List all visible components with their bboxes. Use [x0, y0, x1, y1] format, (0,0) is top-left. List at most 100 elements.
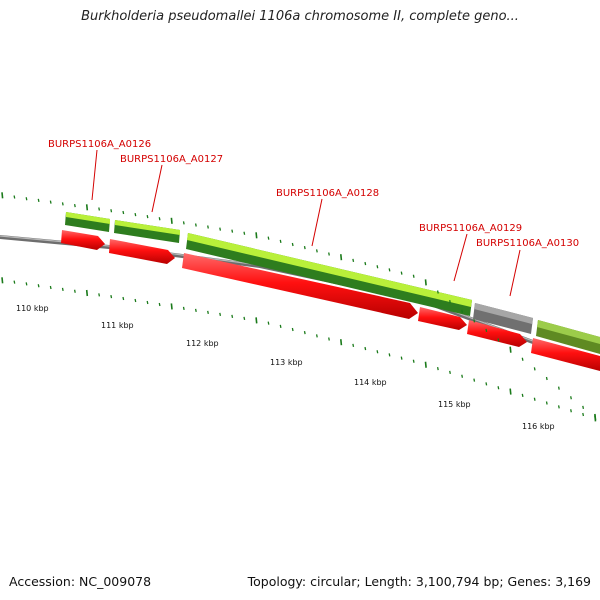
upper-tick	[255, 232, 258, 239]
kbp-label-116: 116 kbp	[522, 422, 555, 431]
cds-arrow-a0128[interactable]	[182, 253, 418, 319]
gene-bar-a0127-light	[115, 220, 180, 235]
lower-tick	[85, 289, 89, 297]
upper-tick	[73, 203, 76, 208]
lower-tick	[570, 409, 572, 413]
upper-tick	[449, 299, 451, 304]
upper-tick	[85, 204, 89, 211]
lower-tick	[412, 359, 415, 363]
cds-arrow-a0127[interactable]	[109, 239, 175, 264]
lower-tick	[533, 397, 536, 401]
gene-label-a0128[interactable]: BURPS1106A_A0128	[276, 188, 379, 199]
upper-tick	[37, 198, 40, 203]
upper-tick	[61, 202, 64, 206]
upper-tick-row	[1, 192, 597, 421]
upper-tick	[533, 367, 536, 371]
kbp-label-112: 112 kbp	[186, 339, 219, 348]
upper-tick	[473, 319, 476, 323]
leader-a0130	[509, 249, 521, 297]
lower-tick	[194, 308, 197, 313]
accession-text: Accession: NC_009078	[9, 574, 152, 589]
gene-bar-a0126-light	[66, 212, 110, 224]
lower-tick	[291, 327, 294, 332]
cds-arrow-a0129[interactable]	[418, 307, 467, 330]
upper-tick	[110, 209, 113, 213]
upper-tick	[328, 252, 330, 256]
upper-tick	[582, 405, 585, 409]
lower-tick	[303, 331, 306, 335]
upper-tick	[231, 229, 234, 233]
lower-tick	[243, 316, 246, 320]
lower-tick	[158, 302, 161, 307]
upper-tick	[291, 242, 294, 247]
upper-tick	[412, 274, 415, 278]
lower-tick	[388, 353, 391, 357]
lower-tick	[473, 378, 476, 382]
upper-tick	[521, 357, 524, 361]
cds-track	[61, 230, 600, 371]
upper-tick	[98, 207, 101, 211]
label-leaders	[91, 149, 521, 297]
gene-bar-a0128-light	[187, 233, 472, 307]
upper-tick	[303, 246, 306, 250]
upper-tick	[461, 309, 464, 313]
cds-arrow-a0126[interactable]	[61, 230, 105, 250]
upper-tick	[122, 210, 125, 215]
lower-tick	[364, 346, 367, 351]
gene-bar-a0130-light	[537, 320, 600, 344]
upper-tick	[376, 265, 379, 269]
kbp-label-114: 114 kbp	[354, 378, 387, 387]
lower-tick	[170, 303, 173, 310]
leader-a0126	[91, 149, 98, 201]
lower-tick	[13, 280, 16, 284]
lower-tick	[25, 282, 28, 286]
lower-tick	[400, 356, 403, 360]
upper-tick	[134, 212, 137, 217]
lower-tick	[1, 277, 4, 284]
upper-tick	[364, 261, 367, 266]
upper-tick	[267, 236, 270, 240]
upper-tick	[557, 386, 560, 390]
lower-tick-row	[1, 277, 597, 422]
kbp-label-110: 110 kbp	[16, 304, 49, 313]
lower-tick	[582, 412, 585, 417]
cds-arrow-a0130[interactable]	[531, 338, 600, 371]
gene-label-a0127[interactable]: BURPS1106A_A0127	[120, 154, 223, 165]
lower-tick	[98, 293, 101, 297]
map-title: Burkholderia pseudomallei 1106a chromoso…	[81, 9, 519, 24]
lower-tick	[49, 285, 52, 290]
kbp-label-113: 113 kbp	[270, 358, 303, 367]
upper-tick	[388, 268, 391, 272]
upper-tick	[1, 192, 4, 199]
upper-tick	[25, 197, 28, 201]
lower-tick	[231, 314, 234, 319]
topology-summary: Topology: circular; Length: 3,100,794 bp…	[247, 574, 591, 589]
lower-tick	[219, 312, 222, 317]
gene-label-a0130[interactable]: BURPS1106A_A0130	[476, 238, 579, 249]
lower-tick	[207, 310, 209, 315]
upper-tick	[352, 258, 355, 263]
lower-tick	[449, 370, 451, 375]
lower-tick	[424, 361, 427, 368]
lower-tick	[557, 405, 560, 409]
upper-tick	[194, 223, 197, 227]
upper-tick	[170, 217, 173, 224]
upper-tick	[436, 290, 439, 294]
lower-tick	[122, 296, 125, 301]
gene-label-a0126[interactable]: BURPS1106A_A0126	[48, 139, 151, 150]
upper-tick	[545, 376, 548, 381]
cds-arrow-a0129b[interactable]	[467, 320, 527, 347]
kbp-label-115: 115 kbp	[438, 400, 471, 409]
lower-tick	[485, 382, 488, 386]
backbone-highlight	[0, 235, 600, 367]
upper-tick	[182, 221, 185, 225]
lower-tick	[267, 321, 270, 325]
leader-a0129	[453, 233, 468, 282]
upper-tick	[279, 239, 282, 243]
upper-tick	[243, 231, 246, 235]
gene-track	[65, 212, 600, 354]
gene-label-a0129[interactable]: BURPS1106A_A0129	[419, 223, 522, 234]
kbp-label-111: 111 kbp	[101, 321, 134, 330]
upper-tick	[424, 279, 427, 286]
